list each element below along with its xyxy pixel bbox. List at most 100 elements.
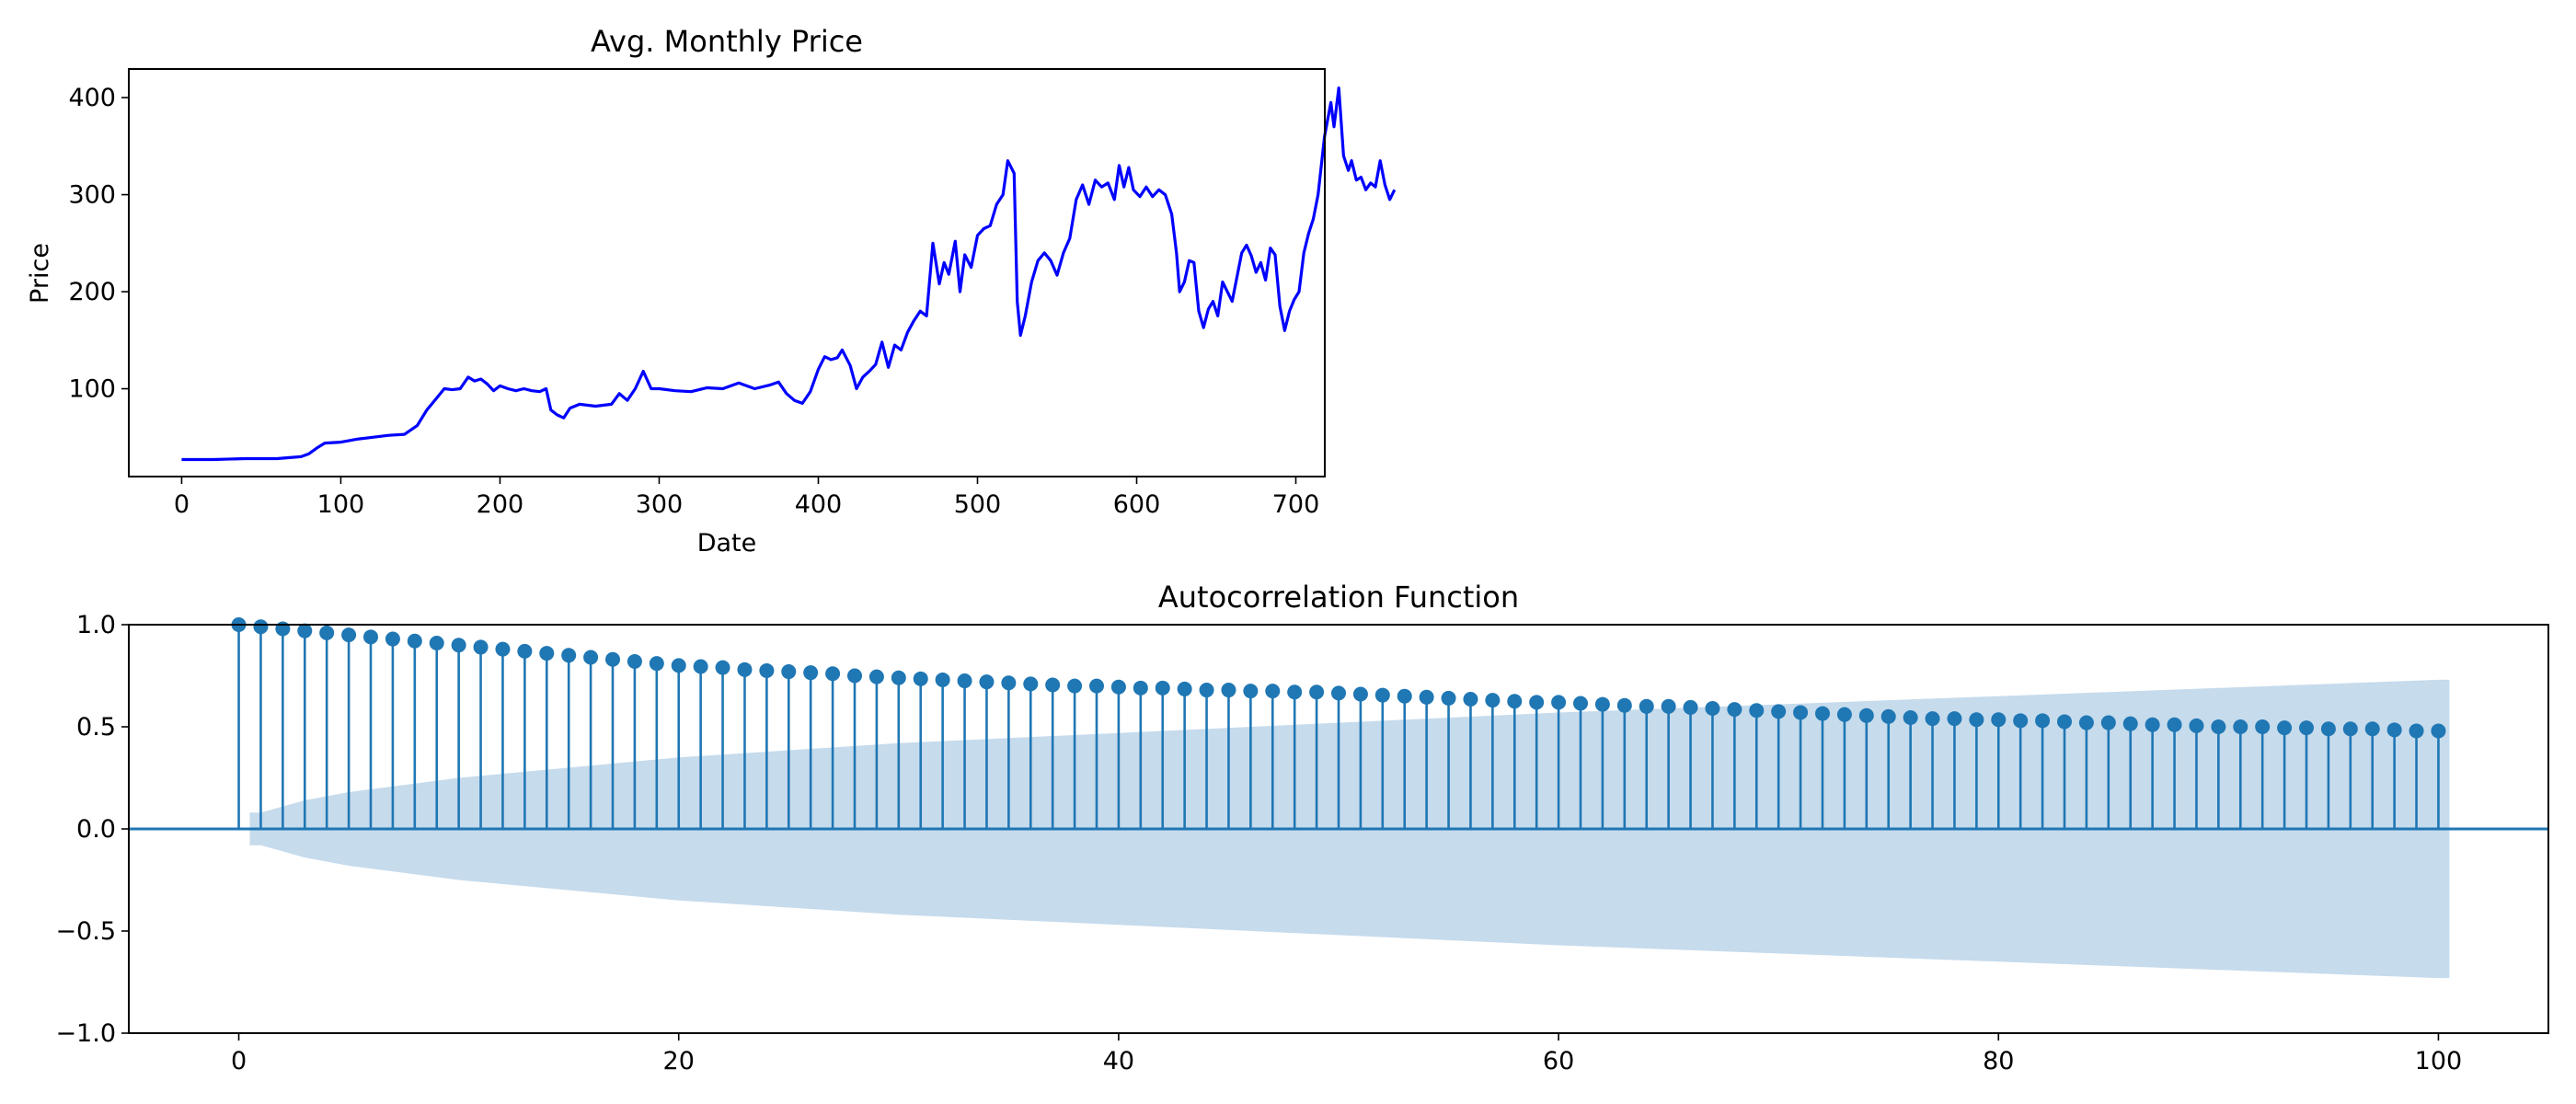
acf-y-tick-label: 0.0 xyxy=(76,815,116,844)
acf-point xyxy=(2364,721,2380,737)
price-plot-area xyxy=(181,86,1397,462)
acf-point xyxy=(1309,684,1325,700)
acf-y-tick-label: 1.0 xyxy=(76,611,116,639)
acf-point xyxy=(473,639,489,655)
acf-x-tick-label: 100 xyxy=(2415,1047,2463,1075)
acf-chart-title: Autocorrelation Function xyxy=(1158,580,1519,615)
acf-point xyxy=(1925,711,1940,727)
acf-point xyxy=(605,651,620,667)
acf-point xyxy=(1880,708,1896,724)
acf-point xyxy=(1089,678,1104,694)
price-x-tick-label: 400 xyxy=(795,490,843,519)
acf-chart: Autocorrelation Function 0 20 40 60 80 100 −1… xyxy=(55,580,2549,1075)
acf-point xyxy=(1067,678,1083,694)
acf-point xyxy=(935,672,950,687)
acf-point xyxy=(1352,686,1368,702)
acf-point xyxy=(1507,694,1523,709)
acf-point xyxy=(1573,696,1588,711)
acf-point xyxy=(1594,696,1610,712)
acf-point xyxy=(1155,680,1170,696)
acf-point xyxy=(1110,679,1126,695)
acf-point xyxy=(2342,721,2358,737)
acf-point xyxy=(297,623,313,638)
acf-point xyxy=(1947,711,1962,727)
acf-point xyxy=(1705,701,1720,717)
acf-x-tick-label: 20 xyxy=(663,1047,695,1075)
price-y-tick-label: 400 xyxy=(68,84,116,112)
acf-point xyxy=(913,671,928,686)
acf-point xyxy=(1133,680,1148,696)
price-y-axis-label: Price xyxy=(26,243,54,304)
acf-point xyxy=(1374,687,1390,703)
acf-point xyxy=(2100,715,2116,730)
acf-point xyxy=(979,674,995,690)
acf-point xyxy=(1836,707,1852,722)
acf-point xyxy=(1661,698,1676,714)
acf-point xyxy=(1749,703,1765,719)
price-y-tick-label: 100 xyxy=(68,375,116,404)
price-y-ticks: 100 200 300 400 xyxy=(68,84,129,404)
acf-point xyxy=(868,669,884,684)
acf-point xyxy=(1858,707,1874,723)
acf-point xyxy=(2189,718,2204,733)
acf-point xyxy=(1441,690,1456,706)
acf-x-tick-label: 80 xyxy=(1983,1047,2014,1075)
acf-point xyxy=(1221,683,1236,698)
price-x-tick-label: 600 xyxy=(1113,490,1161,519)
acf-point xyxy=(363,629,378,645)
acf-point xyxy=(341,627,357,643)
acf-point xyxy=(803,665,819,681)
acf-point xyxy=(1177,681,1192,696)
acf-y-tick-label: −1.0 xyxy=(55,1019,116,1048)
acf-point xyxy=(2386,722,2402,738)
acf-point xyxy=(1903,710,1918,726)
price-chart-title: Avg. Monthly Price xyxy=(591,24,863,59)
acf-x-tick-label: 60 xyxy=(1543,1047,1574,1075)
acf-x-ticks: 0 20 40 60 80 100 xyxy=(231,1033,2462,1075)
acf-point xyxy=(2320,721,2336,737)
acf-point xyxy=(759,662,775,678)
price-x-tick-label: 200 xyxy=(477,490,524,519)
acf-point xyxy=(1287,684,1303,700)
acf-point xyxy=(781,664,797,680)
price-x-ticks: 0 100 200 300 400 500 600 700 xyxy=(174,477,1319,519)
acf-point xyxy=(1463,692,1478,707)
price-chart: Avg. Monthly Price 0 100 200 300 400 500 600 70… xyxy=(26,24,1397,558)
acf-point xyxy=(2078,715,2094,730)
acf-point xyxy=(253,619,269,635)
acf-point xyxy=(2122,716,2138,731)
acf-point xyxy=(715,660,730,675)
acf-point xyxy=(1397,688,1412,704)
acf-point xyxy=(737,661,753,677)
acf-point xyxy=(451,638,466,653)
acf-point xyxy=(275,621,291,637)
acf-point xyxy=(1727,702,1742,718)
acf-point xyxy=(2167,717,2182,732)
acf-point xyxy=(2013,713,2029,729)
acf-point xyxy=(517,643,533,659)
acf-plot-area xyxy=(129,617,2548,831)
acf-point xyxy=(2255,719,2271,734)
acf-point xyxy=(2211,719,2226,734)
acf-point xyxy=(429,635,444,650)
price-x-axis-label: Date xyxy=(697,529,757,558)
acf-point xyxy=(2057,714,2072,730)
price-series-line xyxy=(181,86,1397,462)
acf-point xyxy=(1639,698,1654,714)
acf-point xyxy=(2299,720,2314,736)
acf-point xyxy=(1683,699,1698,715)
price-x-tick-label: 100 xyxy=(317,490,365,519)
price-y-tick-label: 300 xyxy=(68,181,116,210)
acf-point xyxy=(1551,695,1567,710)
acf-point xyxy=(385,631,400,647)
acf-point xyxy=(1969,712,1984,728)
acf-point xyxy=(693,659,708,674)
acf-point xyxy=(2233,719,2248,734)
acf-point xyxy=(825,666,841,682)
price-x-tick-label: 500 xyxy=(954,490,1002,519)
acf-point xyxy=(1023,676,1039,692)
acf-y-tick-label: −0.5 xyxy=(55,917,116,946)
acf-point xyxy=(1265,684,1281,699)
acf-point xyxy=(319,625,335,640)
